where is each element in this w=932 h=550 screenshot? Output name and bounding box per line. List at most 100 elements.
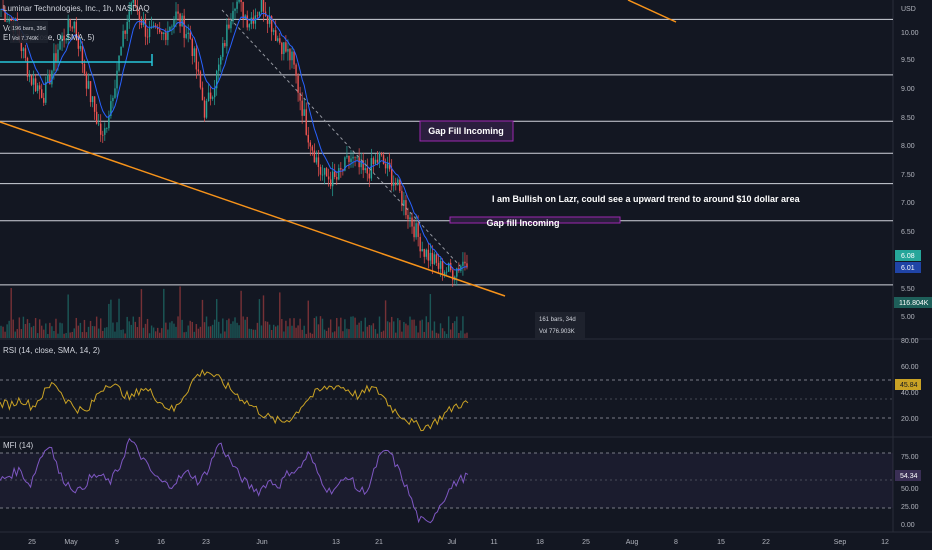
candle-body: [122, 30, 124, 47]
candle-body: [77, 35, 80, 49]
volume-bar: [238, 325, 240, 338]
time-axis[interactable]: 25 May 9 16 23 Jun 13 21 Jul 11 18 25 Au…: [28, 539, 889, 546]
candle-body: [132, 0, 134, 3]
volume-bar: [252, 329, 255, 338]
dashed-channel-line[interactable]: [221, 9, 461, 267]
range-vol-text: Vol 776.903K: [539, 329, 575, 335]
candle-body: [303, 109, 305, 116]
volume-bar: [197, 328, 200, 338]
symbol-title[interactable]: Luminar Technologies, Inc., 1h, NASDAQ: [3, 4, 150, 13]
candle-body: [228, 24, 230, 29]
currency-label: USD: [901, 6, 916, 13]
time-label: 8: [674, 539, 678, 546]
candle-body: [61, 35, 63, 42]
candle-body: [220, 56, 222, 65]
candle-body: [372, 158, 375, 165]
indicator-ema-label[interactable]: EMA (9, close, 0, SMA, 5): [3, 33, 95, 42]
candle-body: [91, 96, 94, 103]
volume-bar: [201, 299, 204, 338]
candle-body: [348, 155, 350, 162]
candle-body: [102, 134, 104, 136]
volume-bar: [112, 322, 114, 338]
volume-bar: [167, 329, 169, 338]
volume-bar: [268, 324, 271, 338]
candle-body: [65, 39, 67, 41]
indicator-vol-label[interactable]: Vol: [3, 24, 14, 33]
candle-body: [45, 82, 47, 103]
candle-body: [207, 92, 210, 102]
volume-bar: [61, 323, 63, 338]
candle-body: [256, 15, 259, 17]
time-label: 9: [115, 539, 119, 546]
volume-bar: [346, 328, 348, 338]
candle-body: [201, 87, 204, 101]
candle-body: [89, 81, 92, 103]
candle-body: [79, 45, 82, 49]
volume-bar: [71, 331, 73, 338]
volume-bar: [287, 326, 289, 338]
candle-body: [47, 74, 49, 83]
volume-bar: [175, 326, 177, 338]
candle-body: [431, 252, 434, 264]
volume-bar: [173, 323, 175, 338]
volume-bar: [148, 333, 151, 338]
candle-body: [313, 150, 316, 163]
volume-bar: [41, 325, 43, 338]
volume-bar: [458, 332, 460, 338]
mfi-tick: 50.00: [901, 486, 919, 493]
gap-fill-box-lower[interactable]: [449, 216, 621, 224]
volume-bar: [411, 319, 413, 338]
candle-body: [144, 19, 147, 37]
volume-bar: [307, 300, 309, 338]
time-label: 11: [490, 539, 497, 546]
candle-body: [152, 25, 155, 27]
rsi-tick: 20.00: [901, 416, 919, 423]
volume-bar: [466, 332, 468, 338]
volume-bar: [456, 316, 458, 338]
candle-body: [222, 43, 224, 57]
time-label: 18: [536, 539, 544, 546]
volume-bar: [464, 333, 466, 338]
candle-body: [69, 19, 71, 28]
mfi-title[interactable]: MFI (14): [3, 441, 34, 450]
candle-body: [399, 179, 401, 191]
volume-bar: [230, 323, 232, 338]
volume-bar: [236, 322, 238, 338]
candle-body: [439, 260, 442, 269]
volume-bar: [222, 318, 224, 338]
volume-bar: [102, 330, 104, 338]
time-label: Jul: [448, 539, 457, 546]
candle-body: [128, 11, 130, 22]
volume-bar: [134, 321, 137, 338]
volume-bar: [240, 290, 242, 338]
volume-bar: [283, 331, 285, 338]
candle-body: [110, 101, 112, 117]
candle-body: [456, 268, 458, 277]
rsi-title[interactable]: RSI (14, close, SMA, 14, 2): [3, 346, 100, 355]
candle-body: [24, 48, 27, 58]
candle-body: [38, 85, 41, 90]
volume-bar: [435, 332, 438, 338]
volume-bar: [218, 321, 220, 338]
volume-bar: [195, 324, 198, 338]
volume-bar: [334, 331, 336, 338]
volume-bar: [386, 321, 389, 338]
candle-body: [156, 27, 159, 30]
candle-body: [331, 171, 334, 187]
candle-body: [250, 17, 253, 25]
candle-body: [67, 19, 69, 40]
candle-body: [199, 71, 202, 88]
volume-bar: [356, 324, 358, 338]
price-tick: 9.00: [901, 86, 915, 93]
candle-body: [203, 100, 206, 118]
last-price-badge: [895, 250, 921, 261]
volume-bar: [250, 328, 253, 338]
descending-trendline[interactable]: [0, 121, 506, 297]
candle-body: [466, 263, 468, 268]
gap-fill-box-top[interactable]: [419, 120, 514, 142]
volume-bar: [374, 329, 377, 338]
candle-body: [441, 260, 444, 275]
candle-body: [260, 0, 263, 12]
upper-trendline[interactable]: [627, 0, 677, 23]
